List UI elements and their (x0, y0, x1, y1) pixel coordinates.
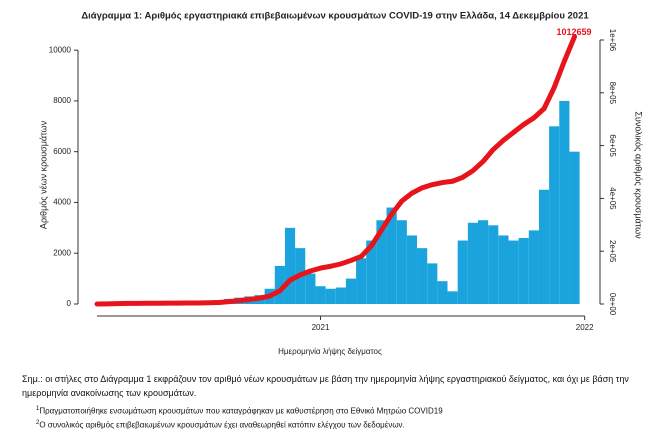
bar (467, 222, 478, 304)
footnote-text: Ο συνολικός αριθμός επιβεβαιωμένων κρουσ… (39, 420, 405, 430)
bar (417, 248, 428, 304)
bar (406, 235, 418, 304)
annotation: 1012659 (557, 27, 592, 37)
bar (478, 220, 489, 304)
footnote-text: Πραγματοποιήθηκε ενσωμάτωση κρουσμάτων π… (39, 406, 443, 416)
y-tick-label: 4000 (53, 198, 71, 207)
y2-tick-label: 6e+05 (608, 134, 617, 157)
bar (325, 288, 336, 304)
bar (396, 220, 407, 304)
line (94, 34, 578, 307)
bar (549, 126, 560, 304)
note: Σημ.: οι στήλες στο Διάγραμμα 1 εκφράζου… (22, 374, 629, 398)
bar (356, 258, 367, 304)
bar (437, 281, 448, 304)
footnote: 2Ο συνολικός αριθμός επιβεβαιωμένων κρου… (36, 420, 405, 430)
y2-tick-label: 1e+06 (608, 29, 617, 52)
y-tick-label: 2000 (53, 248, 71, 257)
footnote: 1Πραγματοποιήθηκε ενσωμάτωση κρουσμάτων … (36, 406, 443, 416)
bar (335, 287, 346, 304)
bar (345, 278, 357, 304)
y-axis-label: Αριθμός νέων κρουσμάτων (38, 120, 48, 229)
y-tick-label: 8000 (53, 96, 71, 105)
bar (488, 225, 499, 304)
bar (528, 230, 539, 304)
footnote-mark: 1 (36, 406, 40, 412)
bar (498, 235, 509, 304)
bar (518, 238, 529, 304)
bar (538, 189, 550, 304)
y2-tick-label: 2e+05 (608, 240, 617, 263)
x-axis-label: Ημερομηνία λήψης δείγματος (278, 347, 382, 356)
bar (315, 286, 326, 304)
bar (508, 240, 519, 304)
bar (376, 220, 387, 304)
y-tick-label: 10000 (49, 45, 72, 54)
bar (569, 151, 580, 304)
x-tick-label: 2022 (576, 323, 594, 332)
bar (447, 291, 458, 304)
bar (305, 273, 316, 304)
bar (559, 100, 570, 304)
y2-tick-label: 4e+05 (608, 187, 617, 210)
y-tick-label: 0 (67, 299, 72, 308)
bar (366, 240, 377, 304)
x-tick-label: 2021 (312, 323, 330, 332)
bar (386, 207, 397, 304)
bar (284, 227, 296, 304)
bar (274, 265, 285, 304)
footnote-mark: 2 (36, 420, 40, 426)
bar (427, 263, 438, 304)
bar (457, 240, 468, 304)
y2-axis-label: Συνολικός αριθμός κρουσμάτων (634, 111, 644, 239)
y2-tick-label: 8e+05 (608, 82, 617, 105)
y-tick-label: 6000 (53, 147, 71, 156)
chart-title: Διάγραμμα 1: Αριθμός εργαστηριακά επιβεβ… (81, 11, 589, 22)
chart: Διάγραμμα 1: Αριθμός εργαστηριακά επιβεβ… (38, 11, 644, 357)
y2-tick-label: 0e+00 (608, 293, 617, 316)
